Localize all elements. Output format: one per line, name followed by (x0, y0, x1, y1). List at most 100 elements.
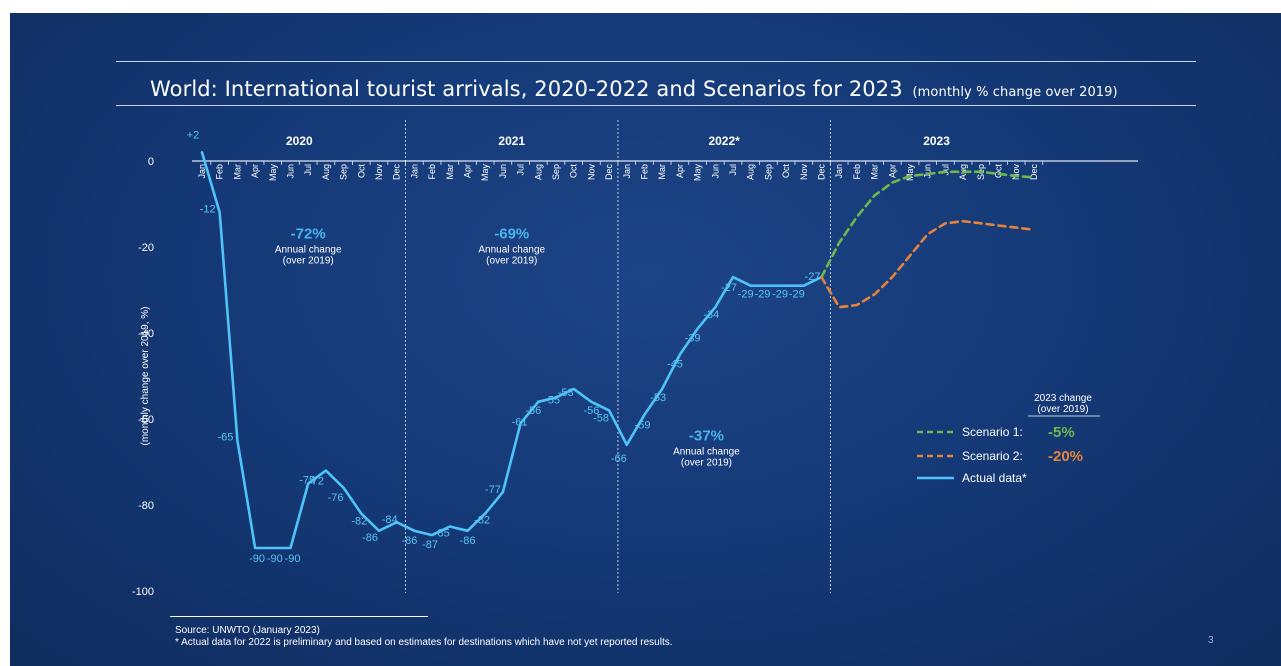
data-label: -84 (382, 514, 398, 526)
y-tick-label: -80 (138, 500, 154, 512)
data-label: -82 (351, 516, 367, 528)
annual-change-sublabel: (over 2019) (681, 458, 732, 469)
y-tick-label: -100 (132, 586, 154, 598)
data-label: -29 (754, 289, 770, 301)
data-label: -27 (721, 282, 737, 294)
year-label: 2023 (923, 134, 950, 148)
month-label: Feb (640, 164, 650, 180)
month-label: Jul (728, 164, 738, 176)
data-label: -56 (525, 405, 541, 417)
month-label: Dec (1029, 164, 1039, 181)
data-label: -61 (512, 416, 528, 428)
month-label: Oct (994, 164, 1004, 179)
month-label: Sep (339, 164, 349, 180)
chart-title: World: International tourist arrivals, 2… (150, 77, 1210, 101)
data-label: -39 (685, 333, 701, 345)
annual-change-sublabel: (over 2019) (283, 255, 334, 266)
slide: World: International tourist arrivals, 2… (10, 13, 1281, 666)
data-label: -86 (460, 535, 476, 547)
source-text: Source: UNWTO (January 2023) (175, 625, 320, 636)
y-tick-label: -60 (138, 414, 154, 426)
data-label: -45 (667, 359, 683, 371)
y-axis-label: (monthly change over 2019, %) (140, 307, 151, 446)
footer-rule (170, 616, 428, 617)
month-label: Mar (232, 164, 242, 180)
y-tick-label: -20 (138, 242, 154, 254)
annual-change-label: Annual change (478, 244, 545, 255)
data-label: -34 (703, 309, 719, 321)
title-bottom-rule (116, 105, 1196, 106)
month-label: Mar (870, 164, 880, 180)
legend-label: Scenario 1: (962, 425, 1023, 439)
month-label: Jul (303, 164, 313, 176)
month-label: Jan (409, 164, 419, 179)
annual-change-value: -37% (689, 428, 724, 445)
data-label: -77 (485, 484, 501, 496)
month-label: Jun (710, 164, 720, 179)
month-label: Aug (746, 164, 756, 180)
month-label: Jun (923, 164, 933, 179)
annual-change-label: Annual change (275, 244, 342, 255)
month-label: Sep (551, 164, 561, 180)
data-label: +2 (187, 129, 200, 141)
month-label: Feb (427, 164, 437, 180)
month-label: Aug (321, 164, 331, 180)
data-label: -90 (267, 553, 283, 565)
month-label: Apr (250, 164, 260, 178)
month-label: Jul (516, 164, 526, 176)
data-label: -90 (249, 553, 265, 565)
month-label: Jun (498, 164, 508, 179)
month-label: Feb (852, 164, 862, 180)
month-label: Jan (197, 164, 207, 179)
month-label: Nov (1011, 164, 1021, 181)
y-tick-label: -40 (138, 328, 154, 340)
month-label: Oct (569, 164, 579, 179)
data-label: -56 (583, 405, 599, 417)
annual-change-label: Annual change (673, 447, 740, 458)
month-label: May (480, 164, 490, 182)
month-label: Jun (286, 164, 296, 179)
month-label: Feb (215, 164, 225, 180)
tourism-line-chart: 0 -20 -40 -60 -80 -100 (monthly change over 20… (132, 120, 1138, 598)
annual-change-value: -69% (494, 225, 529, 242)
month-label: Nov (374, 164, 384, 181)
data-label: -29 (738, 289, 754, 301)
data-label: -82 (474, 515, 490, 527)
scenario-1-line (820, 170, 1036, 279)
data-label: -65 (217, 432, 233, 444)
page-number: 3 (1208, 635, 1214, 646)
data-label: -59 (635, 420, 651, 432)
month-label: Apr (463, 164, 473, 178)
month-label: Dec (392, 164, 402, 181)
month-label: Aug (533, 164, 543, 180)
year-label: 2020 (286, 134, 313, 148)
legend-result: -20% (1048, 448, 1083, 465)
data-label: -86 (401, 535, 417, 547)
legend-result: -5% (1048, 424, 1075, 441)
data-label: -29 (789, 289, 805, 301)
data-label: -90 (285, 553, 301, 565)
data-label: -86 (362, 532, 378, 544)
month-label: Jan (622, 164, 632, 179)
data-label: -87 (422, 539, 438, 551)
data-label: -58 (593, 412, 609, 424)
data-label: -12 (200, 204, 216, 216)
year-label: 2022* (708, 134, 740, 148)
chart-subtitle: (monthly % change over 2019) (912, 85, 1118, 100)
title-top-rule (116, 61, 1196, 62)
data-label: -29 (772, 289, 788, 301)
annual-change-value: -72% (291, 225, 326, 242)
month-label: May (693, 164, 703, 182)
month-label: Nov (586, 164, 596, 181)
scenario-2-line (820, 219, 1036, 309)
month-label: Jul (940, 164, 950, 176)
data-label: -72 (308, 476, 324, 488)
data-label: -66 (611, 453, 627, 465)
legend-header: 2023 change (1034, 393, 1092, 404)
data-label: -85 (434, 528, 450, 540)
legend-subheader: (over 2019) (1037, 404, 1088, 415)
month-label: Oct (356, 164, 366, 179)
data-label: -55 (544, 395, 560, 407)
year-label: 2021 (498, 134, 525, 148)
month-label: Dec (604, 164, 614, 181)
